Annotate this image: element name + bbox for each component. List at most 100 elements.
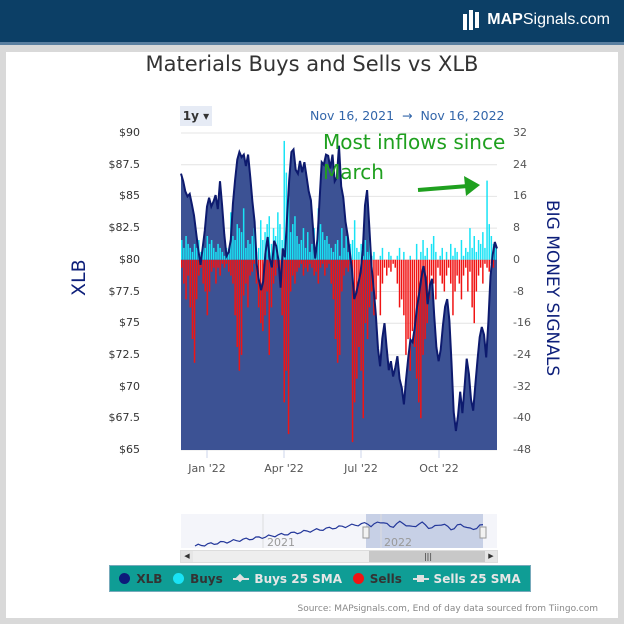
- navigator-handle: [479, 526, 487, 539]
- sell-bar: [439, 259, 441, 276]
- buy-bar: [193, 243, 196, 260]
- sell-bar: [456, 259, 458, 276]
- legend-item-buys[interactable]: Buys: [173, 572, 223, 586]
- sell-bar: [450, 259, 452, 284]
- sell-bar: [341, 259, 343, 292]
- left-axis-tick-label: $72.5: [108, 347, 141, 361]
- sell-bar: [255, 259, 258, 284]
- annotation-line-2: March: [323, 160, 384, 184]
- sell-bar: [266, 259, 268, 292]
- sell-bar: [360, 259, 362, 371]
- sell-bar: [418, 259, 420, 403]
- left-axis-tick-label: $85: [119, 189, 140, 203]
- buy-bar: [302, 228, 305, 260]
- scroll-right-icon[interactable]: ▶: [485, 551, 497, 562]
- date-range[interactable]: Nov 16, 2021 → Nov 16, 2022: [310, 108, 504, 123]
- sell-bar: [488, 259, 490, 272]
- buy-bar: [221, 251, 224, 260]
- left-axis-tick-label: $70: [119, 379, 140, 393]
- sell-bar: [264, 259, 266, 316]
- sell-bar: [390, 259, 392, 272]
- buy-bar: [234, 240, 236, 260]
- buy-bar: [185, 236, 187, 260]
- sell-bar: [311, 259, 313, 268]
- buy-bar: [260, 220, 262, 260]
- buy-bar: [307, 232, 309, 260]
- legend-label: Buys 25 SMA: [254, 571, 343, 586]
- buy-bar: [298, 243, 300, 260]
- range-selector-button[interactable]: 1y ▾: [180, 106, 212, 126]
- sell-bar: [432, 259, 435, 284]
- scroll-left-icon[interactable]: ◀: [181, 551, 193, 562]
- sell-bar: [469, 259, 471, 272]
- sell-bar: [362, 259, 364, 419]
- navigator-year-label: 2022: [384, 536, 412, 549]
- sell-bar: [245, 259, 247, 284]
- sell-bar: [422, 259, 424, 355]
- left-axis-title: XLB: [68, 259, 90, 296]
- right-axis-tick-label: -8: [513, 284, 524, 298]
- buy-bar: [270, 243, 273, 260]
- sell-bar: [225, 259, 228, 264]
- buy-bar: [462, 255, 465, 260]
- sell-bar: [307, 259, 309, 272]
- range-selector-label: 1y: [182, 109, 199, 123]
- buy-bar: [445, 251, 448, 260]
- sell-bar: [234, 259, 236, 316]
- scrollbar-thumb[interactable]: |||: [369, 551, 487, 562]
- date-from[interactable]: Nov 16, 2021: [310, 108, 395, 123]
- sell-bar: [238, 259, 241, 371]
- sell-bar: [221, 259, 224, 264]
- buy-bar: [304, 247, 307, 260]
- navigator-scrollbar[interactable]: ◀ ||| ▶: [180, 550, 498, 563]
- sell-bar: [287, 259, 290, 435]
- date-to[interactable]: Nov 16, 2022: [420, 108, 505, 123]
- buy-bar: [204, 247, 206, 260]
- sell-bar: [326, 259, 328, 268]
- buy-bar: [289, 232, 292, 260]
- buy-bar: [415, 243, 418, 260]
- sell-bar: [479, 259, 482, 268]
- legend-item-sells-sma[interactable]: Sells 25 SMA: [412, 572, 521, 586]
- buy-bar: [251, 236, 253, 260]
- x-tick-label: Jul '22: [344, 462, 378, 475]
- legend-marker-square-line-icon: [412, 574, 429, 582]
- buy-bar: [228, 251, 230, 260]
- navigator-line: [194, 520, 484, 547]
- buy-bar: [432, 236, 435, 260]
- right-axis-tick-label: -32: [513, 379, 531, 393]
- legend-label: Sells: [369, 571, 402, 586]
- legend-item-xlb[interactable]: XLB: [119, 572, 162, 586]
- legend-item-sells[interactable]: Sells: [352, 571, 402, 586]
- sell-bar: [400, 259, 403, 300]
- navigator-handle: [362, 526, 370, 539]
- sell-bar: [386, 259, 388, 276]
- buy-bar: [422, 240, 424, 260]
- buy-bar: [343, 247, 345, 260]
- sell-bar: [210, 259, 213, 272]
- sell-bar: [368, 259, 371, 308]
- buy-bar: [321, 232, 324, 260]
- buy-bar: [473, 236, 475, 260]
- logo-text-rest: Signals.com: [522, 11, 610, 28]
- sell-bar: [445, 259, 448, 276]
- sell-bar: [375, 259, 377, 300]
- sell-bar: [219, 259, 221, 276]
- sell-bar: [260, 259, 262, 324]
- buy-bar: [232, 236, 234, 260]
- sell-bar: [358, 259, 360, 347]
- sell-bar: [475, 259, 478, 292]
- right-axis-tick-label: -16: [513, 316, 531, 330]
- legend-item-buys-sma[interactable]: Buys 25 SMA: [233, 572, 342, 586]
- sell-bar: [185, 259, 187, 300]
- buy-bar: [460, 240, 463, 260]
- sell-bar: [364, 259, 367, 324]
- left-axis-tick-label: $90: [119, 126, 140, 139]
- buy-bar: [396, 255, 399, 260]
- buy-bar: [287, 196, 290, 260]
- buy-bar: [366, 251, 369, 260]
- buy-bar: [330, 247, 332, 260]
- buy-bar: [324, 240, 326, 260]
- legend-marker-circle-icon: [173, 573, 185, 584]
